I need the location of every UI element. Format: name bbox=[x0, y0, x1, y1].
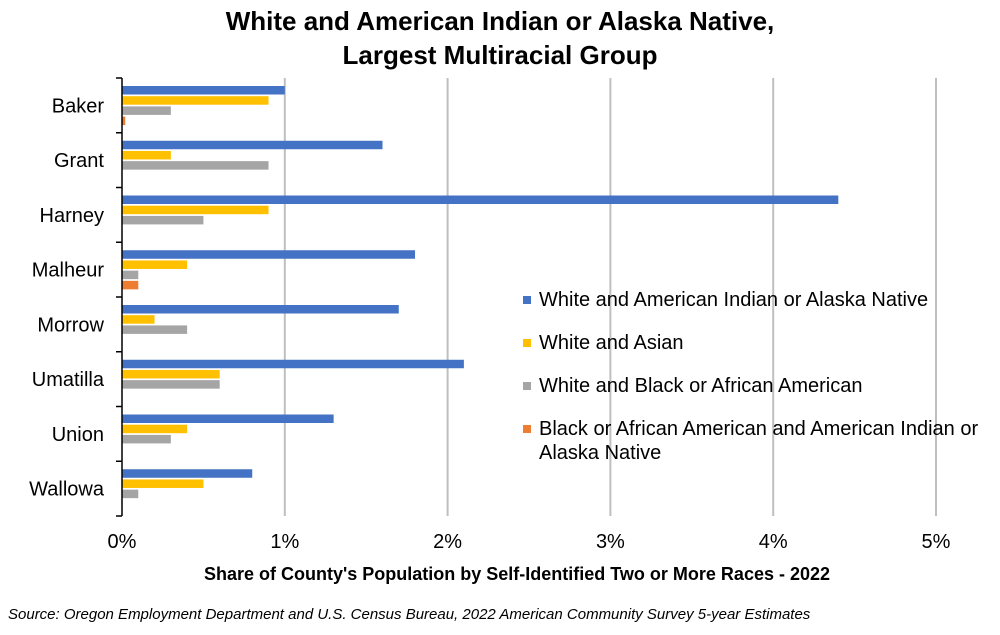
x-axis-title: Share of County's Population by Self-Ide… bbox=[204, 564, 830, 584]
category-label: Morrow bbox=[37, 314, 104, 336]
bar bbox=[122, 86, 285, 95]
chart-title-line-2: Largest Multiracial Group bbox=[342, 40, 658, 70]
category-label: Umatilla bbox=[32, 369, 105, 391]
chart-title: White and American Indian or Alaska Nati… bbox=[0, 4, 1000, 72]
legend-swatch bbox=[523, 296, 531, 304]
x-tick-label: 4% bbox=[759, 531, 788, 553]
bar bbox=[122, 106, 171, 115]
bar bbox=[122, 280, 139, 290]
legend-swatch bbox=[523, 339, 531, 347]
bar bbox=[122, 161, 269, 170]
bar bbox=[122, 479, 204, 488]
legend-label: White and Black or African American bbox=[539, 375, 863, 397]
bar bbox=[122, 469, 253, 478]
legend: White and American Indian or Alaska Nati… bbox=[523, 288, 983, 484]
category-label: Union bbox=[52, 424, 104, 446]
legend-item: Black or African American and American I… bbox=[523, 417, 983, 465]
bar bbox=[122, 205, 269, 215]
x-tick-label: 3% bbox=[596, 531, 625, 553]
category-label: Harney bbox=[40, 205, 104, 227]
bar bbox=[122, 359, 464, 369]
bar bbox=[122, 150, 171, 160]
bar bbox=[122, 215, 204, 225]
bar bbox=[122, 424, 188, 434]
bar bbox=[122, 325, 188, 334]
bar bbox=[122, 305, 399, 314]
bar bbox=[122, 270, 139, 280]
category-label: Grant bbox=[54, 150, 104, 172]
legend-item: White and Black or African American bbox=[523, 374, 983, 398]
bar bbox=[122, 414, 334, 423]
category-label: Malheur bbox=[32, 260, 105, 282]
legend-item: White and Asian bbox=[523, 331, 983, 355]
category-label: Baker bbox=[52, 95, 105, 117]
bar bbox=[122, 260, 188, 269]
bar bbox=[122, 195, 839, 204]
x-tick-label: 1% bbox=[270, 531, 299, 553]
x-tick-label: 0% bbox=[108, 531, 137, 553]
x-tick-label: 2% bbox=[433, 531, 462, 553]
source-note: Source: Oregon Employment Department and… bbox=[8, 606, 811, 623]
x-tick-label: 5% bbox=[922, 531, 951, 553]
legend-swatch bbox=[523, 425, 531, 433]
legend-swatch bbox=[523, 382, 531, 390]
chart-title-line-1: White and American Indian or Alaska Nati… bbox=[225, 6, 775, 36]
legend-label: Black or African American and American I… bbox=[539, 418, 979, 464]
bar bbox=[122, 489, 139, 499]
bar-chart: Baker Grant Harney Malheur Morrow Umatilla Uni… bbox=[29, 77, 951, 584]
bar bbox=[122, 96, 269, 105]
legend-item: White and American Indian or Alaska Nati… bbox=[523, 288, 983, 312]
bar bbox=[122, 116, 126, 126]
category-label: Wallowa bbox=[29, 479, 105, 501]
bar bbox=[122, 250, 416, 259]
bar bbox=[122, 434, 171, 444]
legend-label: White and American Indian or Alaska Nati… bbox=[539, 289, 929, 311]
legend-label: White and Asian bbox=[539, 332, 684, 354]
bar bbox=[122, 380, 220, 389]
bar bbox=[122, 369, 220, 379]
bar bbox=[122, 315, 155, 324]
bar bbox=[122, 140, 383, 150]
